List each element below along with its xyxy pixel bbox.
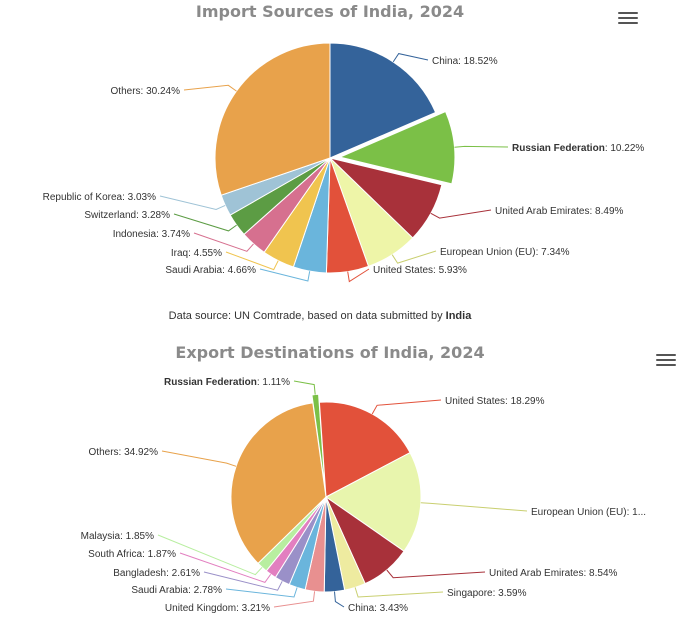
export-label-united-states: United States: 18.29% <box>445 396 545 407</box>
import-connector-china <box>392 53 429 63</box>
import-label-china: China: 18.52% <box>432 56 498 67</box>
export-label-others: Others: 34.92% <box>89 447 159 458</box>
import-slice-china[interactable] <box>329 42 437 159</box>
import-slice-russian-federation[interactable] <box>338 110 456 185</box>
export-chart-title: Export Destinations of India, 2024 <box>175 343 485 362</box>
export-label-russian-federation: Russian Federation: 1.11% <box>164 377 290 388</box>
export-label-united-arab-emirates: United Arab Emirates: 8.54% <box>489 568 618 579</box>
import-label-switzerland: Switzerland: 3.28% <box>84 210 170 221</box>
import-connector-switzerland <box>173 213 237 232</box>
import-label-united-states: United States: 5.93% <box>373 265 467 276</box>
export-connector-china <box>334 591 345 608</box>
credit-country: India <box>445 310 472 322</box>
export-connector-russian-federation <box>293 380 316 395</box>
import-pie-chart: China: 18.52% Russian Federation: 10.22% U… <box>43 42 644 283</box>
export-label-united-kingdom: United Kingdom: 3.21% <box>165 603 270 614</box>
import-connector-united-arab-emirates <box>430 209 492 219</box>
export-label-bangladesh: Bangladesh: 2.61% <box>113 568 200 579</box>
export-connector-others <box>161 450 237 467</box>
export-connector-united-kingdom <box>273 591 316 608</box>
export-connector-bangladesh <box>203 571 283 591</box>
export-connector-saudi-arabia <box>225 587 298 598</box>
credit-prefix: Data source: UN Comtrade, based on data … <box>168 310 446 322</box>
import-connector-indonesia <box>193 232 254 252</box>
import-label-european-union-eu: European Union (EU): 7.34% <box>440 247 570 258</box>
export-slice-european-union-eu[interactable] <box>325 452 422 552</box>
export-label-singapore: Singapore: 3.59% <box>447 588 527 599</box>
import-label-saudi-arabia: Saudi Arabia: 4.66% <box>165 265 256 276</box>
import-label-republic-of-korea: Republic of Korea: 3.03% <box>43 192 157 203</box>
export-connector-european-union-eu <box>420 502 528 512</box>
import-chart-menu-icon[interactable] <box>618 12 638 26</box>
export-label-saudi-arabia: Saudi Arabia: 2.78% <box>131 585 222 596</box>
export-chart-menu-icon[interactable] <box>656 354 676 368</box>
import-chart-panel: Import Sources of India, 2024 China: 18.… <box>0 0 691 322</box>
import-label-iraq: Iraq: 4.55% <box>171 248 222 259</box>
export-label-malaysia: Malaysia: 1.85% <box>81 531 154 542</box>
export-pie-chart: Russian Federation: 1.11% United States: … <box>81 377 646 614</box>
import-chart-title: Import Sources of India, 2024 <box>195 2 465 21</box>
import-connector-european-union-eu <box>391 250 437 264</box>
export-connector-singapore <box>354 587 444 598</box>
export-chart-panel: Export Destinations of India, 2024 Russi… <box>0 335 691 627</box>
export-connector-united-states <box>371 399 442 415</box>
import-label-indonesia: Indonesia: 3.74% <box>113 229 190 240</box>
export-label-south-africa: South Africa: 1.87% <box>88 549 176 560</box>
import-connector-others <box>183 84 237 92</box>
import-connector-russian-federation <box>454 145 509 148</box>
export-connector-united-arab-emirates <box>386 569 486 579</box>
export-connector-malaysia <box>157 534 263 576</box>
import-label-others: Others: 30.24% <box>111 86 181 97</box>
import-chart-credit[interactable]: Data source: UN Comtrade, based on data … <box>0 310 640 322</box>
import-connector-iraq <box>225 251 279 271</box>
import-slice-others[interactable] <box>214 42 331 196</box>
export-label-china: China: 3.43% <box>348 603 408 614</box>
export-label-european-union-eu: European Union (EU): 1... <box>531 507 646 518</box>
import-connector-saudi-arabia <box>259 268 311 282</box>
export-connector-south-africa <box>179 552 272 583</box>
import-connector-united-states <box>347 268 370 283</box>
import-label-united-arab-emirates: United Arab Emirates: 8.49% <box>495 206 624 217</box>
import-connector-republic-of-korea <box>159 195 226 211</box>
import-label-russian-federation: Russian Federation: 10.22% <box>512 143 644 154</box>
